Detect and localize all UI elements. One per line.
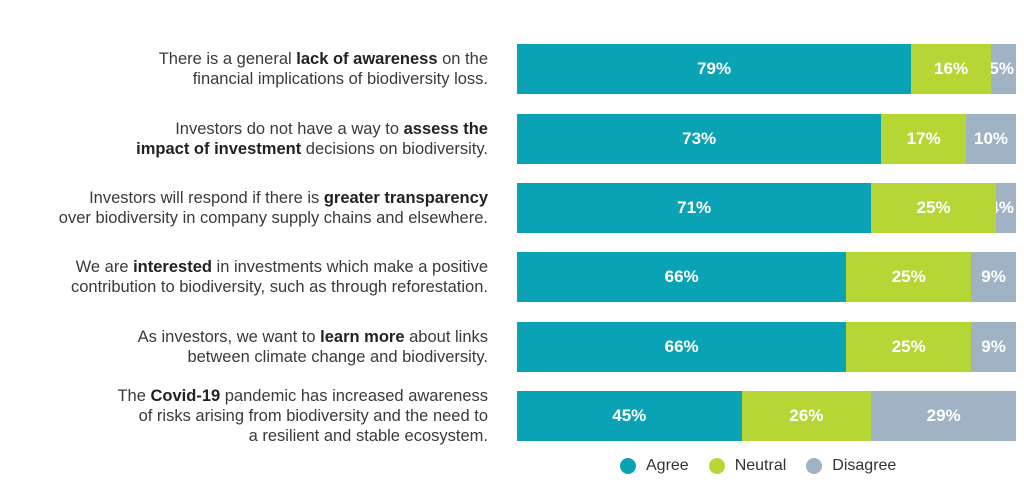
data-label: 73% bbox=[682, 129, 717, 148]
data-label: 66% bbox=[664, 267, 699, 286]
data-label: 25% bbox=[891, 337, 926, 356]
row-label: There is a general lack of awareness on … bbox=[0, 49, 488, 89]
legend-label: Disagree bbox=[832, 457, 897, 474]
label-text: contribution to biodiversity, such as th… bbox=[70, 278, 488, 296]
data-label: 5% bbox=[991, 59, 1014, 78]
legend-swatch bbox=[620, 458, 636, 474]
bar-segment-disagree: 5% bbox=[991, 44, 1016, 94]
legend-swatch bbox=[806, 458, 823, 474]
data-label: 10% bbox=[974, 129, 1009, 148]
row-label: Investors do not have a way to assess th… bbox=[0, 119, 488, 159]
data-label: 16% bbox=[934, 59, 969, 78]
label-text: in investments which make a positive bbox=[211, 258, 488, 276]
bar-segment-disagree: 4% bbox=[996, 183, 1016, 233]
bar-segment-neutral: 25% bbox=[871, 183, 997, 233]
label-text: of risks arising from biodiversity and t… bbox=[138, 407, 488, 425]
data-label: 4% bbox=[996, 198, 1014, 217]
label-emphasis: interested bbox=[133, 258, 212, 276]
data-label: 79% bbox=[697, 59, 732, 78]
data-label: 26% bbox=[789, 406, 824, 425]
label-emphasis: learn more bbox=[320, 328, 405, 346]
data-label: 9% bbox=[981, 337, 1006, 356]
label-emphasis: assess the bbox=[403, 120, 488, 138]
stacked-bar: 79% 16% 5% bbox=[517, 44, 1016, 94]
bar-segment-agree: 79% bbox=[517, 44, 912, 94]
stacked-bar: 66% 25% 9% bbox=[517, 252, 1016, 302]
label-text: on the bbox=[437, 50, 488, 68]
data-label: 9% bbox=[981, 267, 1006, 286]
stacked-bar: 71% 25% 4% bbox=[517, 183, 1016, 233]
bar-segment-neutral: 17% bbox=[881, 114, 967, 164]
label-text: We are bbox=[75, 258, 134, 276]
bar-segment-neutral: 26% bbox=[741, 391, 872, 441]
label-text: Investors do not have a way to bbox=[175, 120, 404, 138]
bar-segment-disagree: 9% bbox=[971, 322, 1016, 372]
data-label: 25% bbox=[891, 267, 926, 286]
data-label: 45% bbox=[612, 406, 647, 425]
label-emphasis: greater transparency bbox=[323, 189, 488, 207]
stacked-bar: 45% 26% 29% bbox=[517, 391, 1016, 441]
data-label: 25% bbox=[916, 198, 951, 217]
label-emphasis: lack of awareness bbox=[296, 50, 438, 68]
bar-segment-agree: 66% bbox=[517, 252, 847, 302]
label-emphasis: impact of investment bbox=[136, 140, 302, 158]
legend-label: Agree bbox=[646, 457, 689, 474]
bar-segment-agree: 73% bbox=[517, 114, 882, 164]
label-text: As investors, we want to bbox=[137, 328, 321, 346]
label-text: There is a general bbox=[158, 50, 297, 68]
bar-segment-disagree: 10% bbox=[966, 114, 1016, 164]
legend-item-agree: Agree bbox=[620, 457, 689, 475]
label-emphasis: Covid-19 bbox=[150, 387, 221, 405]
legend: Agree Neutral Disagree bbox=[620, 454, 896, 478]
bar-segment-disagree: 9% bbox=[971, 252, 1016, 302]
label-text: a resilient and stable ecosystem. bbox=[248, 427, 488, 445]
row-label: The Covid-19 pandemic has increased awar… bbox=[0, 386, 488, 446]
stacked-bar: 73% 17% 10% bbox=[517, 114, 1016, 164]
label-text: financial implications of biodiversity l… bbox=[192, 70, 488, 88]
label-text: The bbox=[117, 387, 151, 405]
legend-item-disagree: Disagree bbox=[806, 457, 896, 475]
data-label: 29% bbox=[926, 406, 961, 425]
legend-item-neutral: Neutral bbox=[708, 457, 787, 475]
label-text: decisions on biodiversity. bbox=[301, 140, 488, 158]
row-label: Investors will respond if there is great… bbox=[0, 188, 488, 228]
bar-segment-agree: 71% bbox=[517, 183, 872, 233]
label-text: pandemic has increased awareness bbox=[220, 387, 488, 405]
bar-segment-neutral: 25% bbox=[846, 322, 972, 372]
data-label: 66% bbox=[664, 337, 699, 356]
data-label: 17% bbox=[906, 129, 941, 148]
legend-swatch bbox=[708, 458, 725, 474]
label-text: between climate change and biodiversity. bbox=[187, 348, 488, 366]
data-label: 71% bbox=[677, 198, 712, 217]
row-label: As investors, we want to learn more abou… bbox=[0, 327, 488, 367]
bar-segment-agree: 45% bbox=[517, 391, 742, 441]
label-text: about links bbox=[404, 328, 488, 346]
legend-label: Neutral bbox=[734, 457, 787, 474]
bar-segment-neutral: 16% bbox=[911, 44, 992, 94]
bar-segment-neutral: 25% bbox=[846, 252, 972, 302]
stacked-bar: 66% 25% 9% bbox=[517, 322, 1016, 372]
label-text: over biodiversity in company supply chai… bbox=[58, 209, 488, 227]
bar-segment-agree: 66% bbox=[517, 322, 847, 372]
label-text: Investors will respond if there is bbox=[89, 189, 324, 207]
bar-segment-disagree: 29% bbox=[871, 391, 1016, 441]
row-label: We are interested in investments which m… bbox=[0, 257, 488, 297]
